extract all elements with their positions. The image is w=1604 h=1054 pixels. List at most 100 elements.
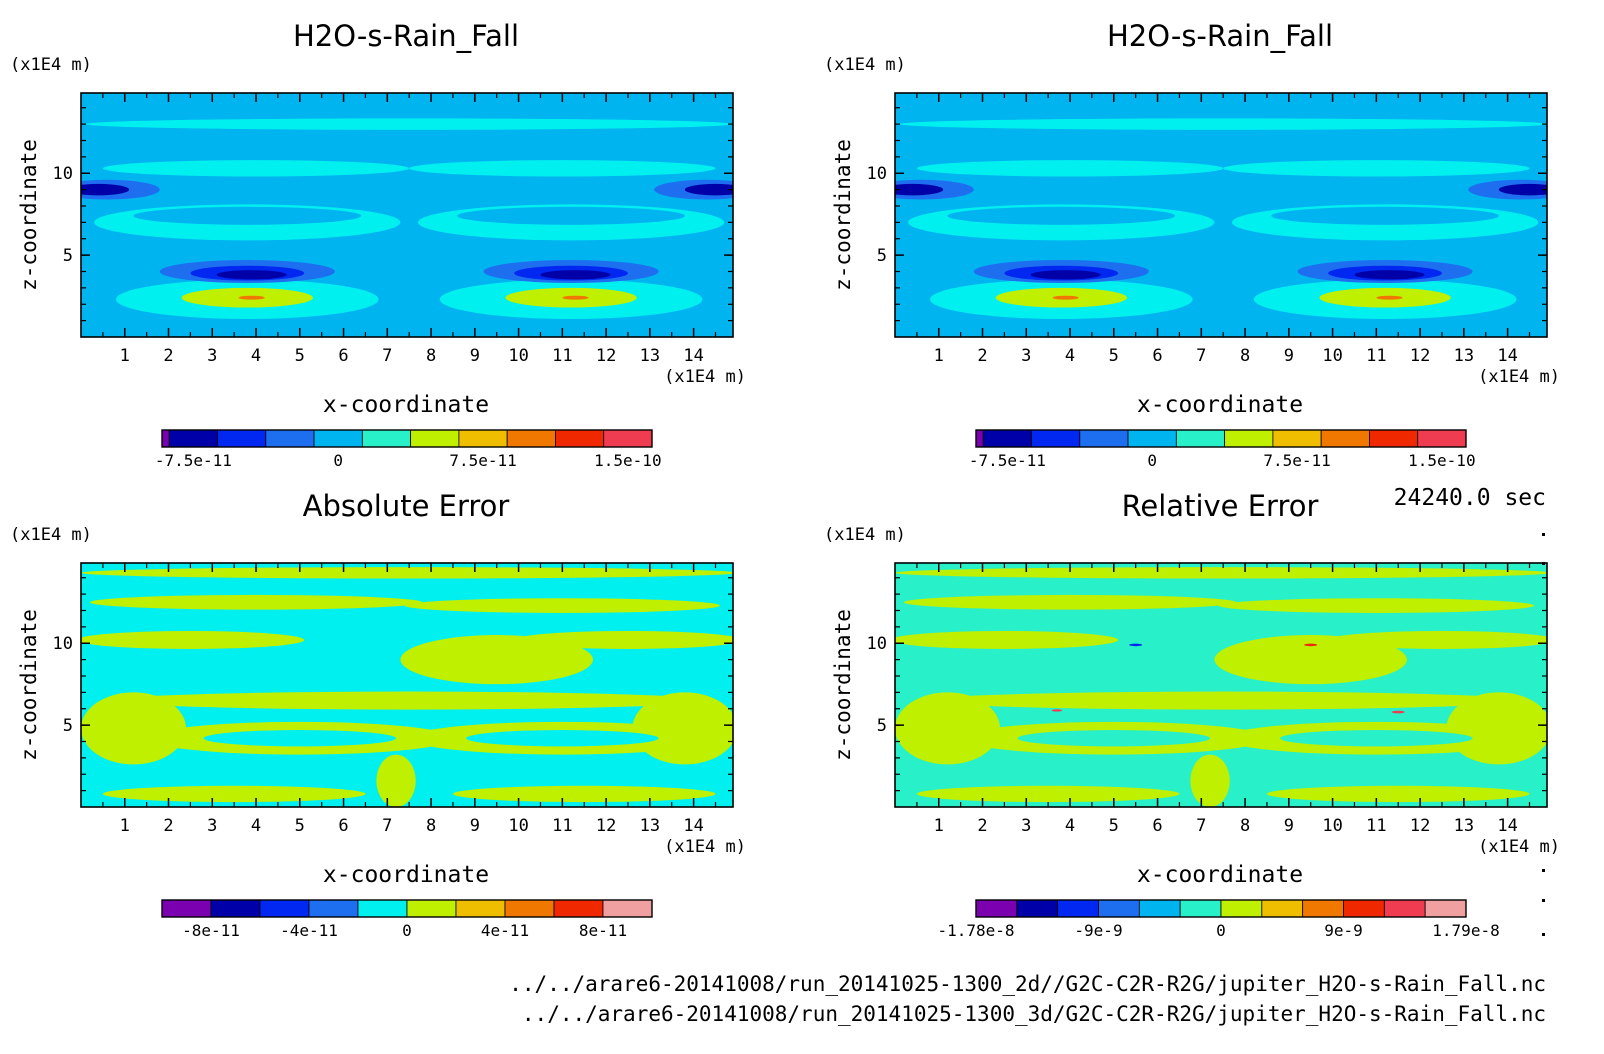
x-tick-label: 4 (1065, 346, 1075, 366)
contour-region-10 (133, 206, 362, 225)
contour-region-15 (102, 785, 366, 803)
heatmap-field (895, 563, 1547, 807)
colorbar-swatch (265, 429, 315, 448)
x-tick-label: 11 (1366, 346, 1386, 366)
colorbar-label: 1.79e-8 (1432, 921, 1499, 940)
y-unit-label: (x1E4 m) (824, 55, 906, 75)
x-tick-label: 4 (251, 346, 261, 366)
contour-region-16 (238, 295, 265, 300)
x-tick-label: 9 (470, 816, 480, 836)
colorbar-label: -9e-9 (1074, 921, 1122, 940)
colorbar-swatch (361, 429, 412, 448)
x-tick-label: 11 (552, 346, 572, 366)
x-tick-label: 14 (683, 816, 703, 836)
x-tick-label: 1 (120, 346, 130, 366)
contour-region-4 (895, 630, 1119, 649)
colorbar-label: 7.5e-11 (449, 451, 516, 470)
contour-region-16 (1266, 785, 1530, 803)
contour-region-8 (895, 692, 1001, 765)
colorbar-swatch (161, 899, 212, 918)
x-tick-label: 2 (977, 816, 987, 836)
colorbar: -7.5e-11 0 7.5e-11 1.5e-10 (155, 429, 662, 470)
contour-region-17 (1376, 295, 1403, 300)
colorbar-swatch (975, 899, 1018, 918)
x-tick-label: 11 (552, 816, 572, 836)
plot-frame (80, 562, 734, 808)
colorbar-swatch (1179, 899, 1222, 918)
y-tick-label: 10 (53, 164, 73, 184)
colorbar-swatch (555, 429, 605, 448)
colorbar-swatch (982, 429, 1032, 448)
colorbar-swatch (1127, 429, 1177, 448)
contour-region-3 (1223, 160, 1530, 177)
colorbar-swatch (1138, 899, 1181, 918)
x-tick-label: 7 (382, 816, 392, 836)
contour-region-19 (1391, 710, 1405, 714)
x-tick-label: 3 (207, 346, 217, 366)
colorbar-label: 0 (402, 921, 412, 940)
colorbar-swatch (259, 899, 310, 918)
colorbar-label: 9e-9 (1324, 921, 1363, 940)
contour-region-11 (457, 206, 685, 225)
colorbar-swatch (1369, 429, 1419, 448)
x-tick-label: 3 (1021, 346, 1031, 366)
x-axis-label: x-coordinate (1137, 862, 1303, 888)
x-tick-label: 6 (1152, 816, 1162, 836)
contour-region-14 (376, 754, 416, 807)
contour-region-22 (1030, 270, 1101, 280)
x-tick-label: 8 (1240, 346, 1250, 366)
contour-region-14 (1190, 754, 1230, 807)
colorbar-swatch (357, 899, 408, 918)
heatmap-field (81, 93, 733, 337)
x-tick-label: 11 (1366, 816, 1386, 836)
colorbar-swatch (210, 899, 261, 918)
colorbar-swatch (308, 899, 359, 918)
x-unit-label: (x1E4 m) (1478, 367, 1560, 387)
y-tick-label: 10 (53, 634, 73, 654)
y-axis-label: z-coordinate (17, 139, 41, 291)
colorbar-swatch (1175, 429, 1226, 448)
x-tick-label: 1 (934, 346, 944, 366)
chart-panel-3: Absolute Error(x1E4 m)1 2 3 4 5 6 7 8 9 10 11 12 13 1… (10, 489, 746, 940)
contour-region-1 (899, 118, 1547, 130)
colorbar-swatch (217, 429, 267, 448)
x-tick-label: 1 (934, 816, 944, 836)
y-tick-label: 10 (867, 634, 887, 654)
y-axis-label: z-coordinate (831, 139, 855, 291)
x-tick-label: 5 (1109, 816, 1119, 836)
y-axis-label: z-coordinate (17, 609, 41, 761)
contour-region-7 (925, 691, 1521, 710)
x-tick-label: 12 (596, 816, 616, 836)
x-tick-label: 3 (207, 816, 217, 836)
x-tick-label: 10 (1322, 816, 1342, 836)
x-unit-label: (x1E4 m) (664, 837, 746, 857)
colorbar: -1.78e-8 -9e-9 0 9e-9 1.79e-8 (937, 899, 1500, 940)
x-tick-label: 10 (508, 816, 528, 836)
x-axis-label: x-coordinate (323, 392, 489, 418)
contour-region-11 (1271, 206, 1499, 225)
contour-region-3 (1218, 598, 1534, 613)
x-tick-label: 6 (338, 816, 348, 836)
contour-region-5 (895, 183, 944, 196)
colorbar-swatch (1031, 429, 1081, 448)
contour-region-3 (409, 160, 716, 177)
x-tick-label: 14 (1497, 346, 1517, 366)
colorbar-swatch (406, 899, 457, 918)
y-axis-label: z-coordinate (831, 609, 855, 761)
colorbar-swatch (1272, 429, 1322, 448)
contour-region-23 (1354, 270, 1425, 280)
colorbar-label: 4e-11 (481, 921, 529, 940)
contour-region-18 (1304, 643, 1318, 647)
colorbar-swatch (1057, 899, 1099, 918)
contour-region-6 (1214, 635, 1407, 685)
colorbar-swatch (1302, 899, 1344, 918)
plot-frame (894, 562, 1548, 808)
x-tick-label: 7 (1196, 816, 1206, 836)
contour-region-12 (1017, 730, 1211, 747)
x-tick-label: 13 (1454, 346, 1474, 366)
x-tick-label: 10 (1322, 346, 1342, 366)
y-unit-label: (x1E4 m) (10, 55, 92, 75)
contour-region-22 (216, 270, 287, 280)
contour-region-23 (540, 270, 611, 280)
